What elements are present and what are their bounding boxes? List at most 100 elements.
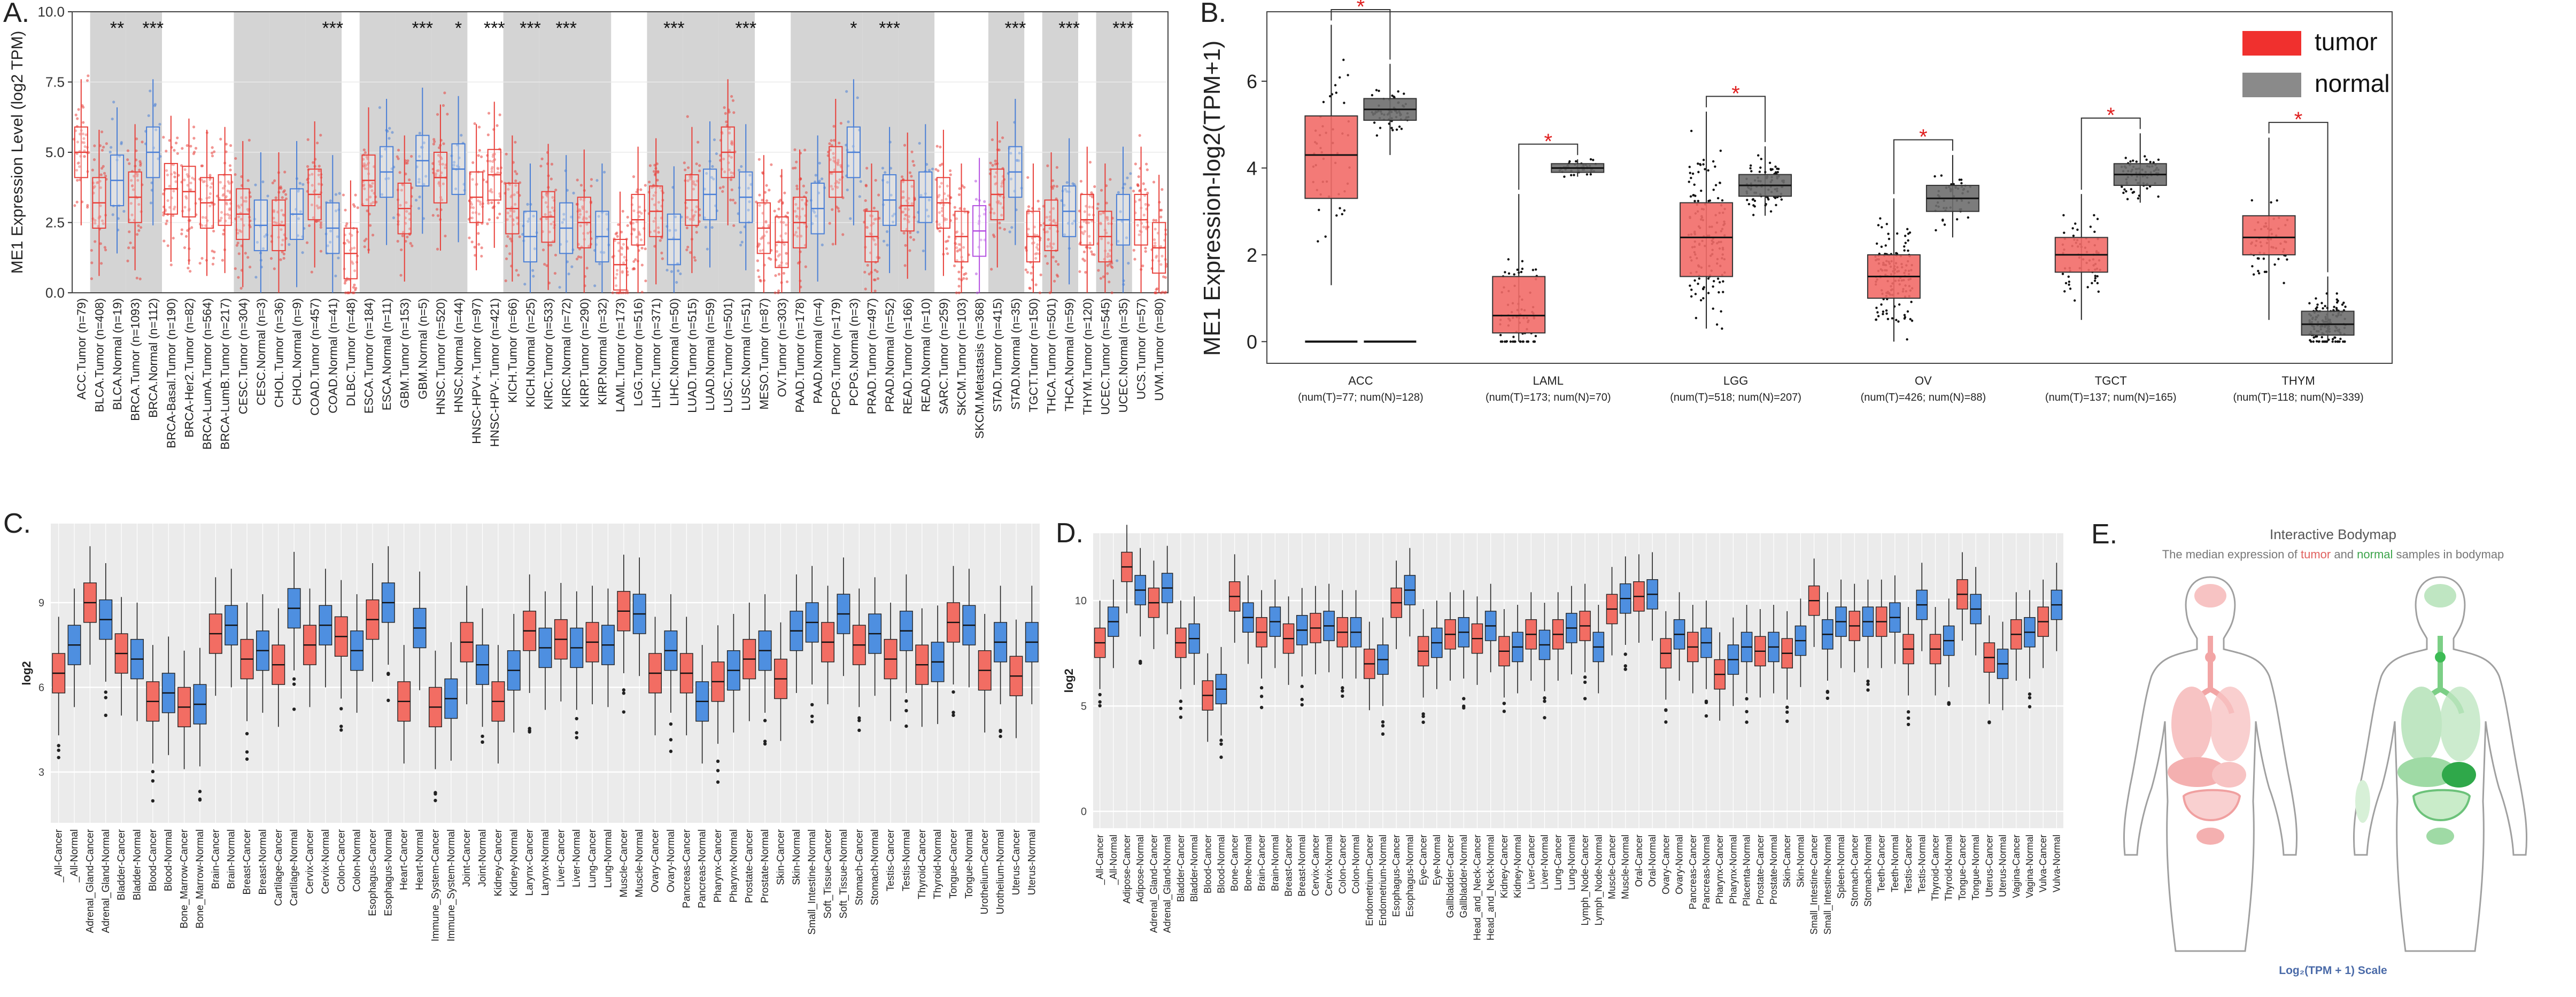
xtick-counts-b: (num(T)=426; num(N)=88) (1861, 392, 1986, 403)
jitter-point-a (480, 155, 483, 159)
jitter-point-b (1904, 235, 1907, 237)
jitter-point-a (994, 182, 997, 186)
xtick-label-C: Muscle-Cancer (618, 829, 630, 897)
jitter-point-a (1052, 207, 1055, 210)
jitter-point-a (837, 159, 840, 162)
panel-label-b: B. (1200, 0, 1227, 28)
jitter-point-a (329, 199, 332, 202)
jitter-point-a (695, 231, 698, 234)
jitter-point-a (689, 177, 692, 181)
jitter-point-b (1322, 100, 1325, 104)
ytick-label-b: 2 (1247, 244, 1257, 266)
jitter-point-a (698, 164, 701, 167)
jitter-point-a (471, 211, 475, 214)
jitter-point-a (539, 165, 543, 168)
jitter-point-a (281, 250, 284, 254)
jitter-point-a (739, 244, 742, 247)
jitter-point-a (436, 247, 439, 251)
jitter-point-a (104, 248, 107, 252)
outlier-C (481, 734, 484, 738)
jitter-point-a (508, 183, 512, 186)
jitter-point-a (228, 164, 232, 167)
jitter-point-a (129, 241, 132, 245)
jitter-point-a (1133, 258, 1136, 261)
jitter-point-b (1507, 272, 1511, 275)
jitter-point-a (137, 202, 141, 206)
jitter-point-a (1088, 235, 1091, 238)
jitter-point-b (1903, 317, 1906, 320)
jitter-point-a (352, 203, 355, 206)
jitter-point-b (1690, 295, 1693, 298)
jitter-point-b (1585, 173, 1589, 176)
jitter-point-a (831, 188, 834, 191)
outlier-C (904, 724, 908, 728)
box-b-tumor (1680, 202, 1734, 277)
bodymap-scale-label: Log₂(TPM + 1) Scale (2279, 964, 2387, 977)
jitter-point-a (350, 260, 353, 263)
jitter-point-a (828, 142, 831, 145)
ytick-label-b: 6 (1247, 71, 1257, 92)
outlier-C (339, 728, 343, 732)
jitter-point-b (2096, 275, 2099, 278)
jitter-point-a (318, 169, 321, 173)
jitter-point-b (1774, 171, 1777, 174)
xtick-label-a: THYM.Tumor (n=120) (1081, 298, 1094, 415)
jitter-point-a (246, 256, 250, 259)
jitter-point-a (1097, 269, 1100, 272)
jitter-point-a (1108, 281, 1111, 284)
jitter-point-a (922, 249, 925, 253)
xtick-label-a: PCPG.Normal (n=3) (847, 298, 861, 406)
jitter-point-b (1390, 127, 1393, 129)
xtick-label-D: Eye-Cancer (1418, 835, 1429, 885)
outlier-D (1704, 699, 1708, 703)
jitter-point-a (782, 271, 785, 275)
jitter-point-a (729, 178, 733, 181)
jitter-point-a (958, 187, 961, 190)
jitter-point-a (154, 128, 158, 131)
jitter-point-a (617, 223, 620, 226)
jitter-point-a (875, 217, 878, 221)
jitter-point-a (595, 179, 599, 182)
jitter-point-a (1161, 291, 1164, 294)
jitter-point-a (622, 243, 625, 246)
jitter-point-a (1153, 238, 1156, 242)
jitter-point-a (149, 201, 153, 205)
outlier-C (104, 690, 107, 694)
jitter-point-b (1690, 129, 1693, 133)
jitter-point-a (615, 284, 618, 287)
outlier-C (104, 696, 107, 699)
jitter-point-a (858, 195, 861, 198)
jitter-point-a (620, 230, 623, 233)
outlier-C (763, 742, 767, 746)
jitter-point-a (1146, 191, 1149, 194)
jitter-point-b (1393, 96, 1396, 99)
jitter-point-a (282, 256, 285, 260)
jitter-point-a (1051, 255, 1055, 259)
jitter-point-b (1960, 182, 1963, 185)
xtick-label-a: SKCM.Tumor (n=103) (955, 298, 969, 416)
xtick-label-C: Pharynx-Cancer (713, 829, 724, 902)
jitter-point-a (931, 167, 934, 170)
jitter-point-a (1010, 226, 1014, 229)
outlier-D (1179, 715, 1183, 719)
jitter-point-b (1689, 284, 1691, 287)
jitter-point-b (1318, 208, 1320, 212)
jitter-point-a (352, 291, 355, 294)
jitter-point-a (219, 181, 222, 184)
box-b-tumor (2242, 215, 2296, 255)
xtick-label-a: SKCM.Metastasis (n=368) (973, 298, 986, 439)
xtick-label-a: BLCA.Tumor (n=408) (92, 298, 106, 412)
jitter-point-a (777, 272, 781, 276)
jitter-point-a (311, 173, 314, 176)
xtick-label-a: BRCA-Her2.Tumor (n=82) (182, 298, 196, 438)
jitter-point-b (1697, 199, 1699, 202)
jitter-point-b (1563, 175, 1566, 178)
jitter-point-a (997, 149, 1001, 152)
jitter-point-a (365, 198, 368, 201)
xtick-label-a: KICH.Normal (n=25) (524, 298, 537, 407)
box-b-normal (2301, 310, 2355, 336)
jitter-point-b (1527, 340, 1529, 343)
jitter-point-a (839, 164, 842, 167)
jitter-point-a (515, 216, 519, 220)
